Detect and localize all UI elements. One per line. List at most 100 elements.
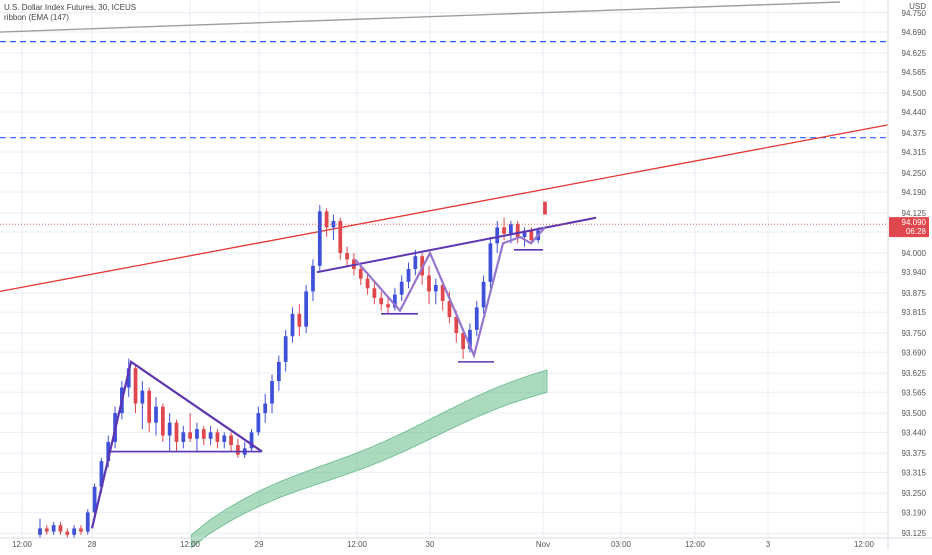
x-tick-label: 12:00 [180, 540, 201, 549]
candle-body [338, 220, 343, 253]
x-tick-label: 29 [255, 540, 264, 549]
x-tick-label: 12:00 [12, 540, 33, 549]
candle-body [522, 230, 527, 237]
candle-body [154, 406, 158, 423]
candle-body [481, 281, 486, 308]
candle-body [276, 361, 281, 382]
x-tick-label: 12:00 [685, 540, 706, 549]
trend-lines[interactable] [0, 1, 889, 293]
grid-lines [0, 0, 888, 538]
candle-body [427, 275, 431, 292]
candle-body [324, 211, 329, 228]
candle-body [44, 528, 49, 532]
candle-body [461, 333, 465, 350]
candle-body [311, 265, 315, 292]
candle-body [392, 294, 397, 308]
candle-body [99, 461, 104, 487]
candle-body [201, 429, 206, 439]
y-tick-label: 94.750 [902, 9, 927, 18]
last-price-value: 94.090 [902, 218, 927, 227]
candle-body [174, 422, 179, 442]
y-tick-label: 93.440 [902, 428, 927, 437]
candle-body [529, 230, 534, 241]
y-tick-label: 93.500 [902, 409, 927, 418]
candle-body [283, 336, 288, 362]
candle-body [133, 368, 138, 404]
candle-body [304, 291, 309, 327]
candle-body [474, 307, 479, 330]
candle-body [256, 413, 261, 433]
candle-body [72, 528, 76, 535]
x-tick-label: Nov [536, 540, 550, 549]
candle-body [160, 406, 165, 436]
candle-body [488, 243, 493, 282]
gray-channel-line [0, 1, 841, 33]
y-tick-label: 94.125 [902, 209, 927, 218]
y-tick-label: 93.815 [902, 308, 927, 317]
candle-body [236, 445, 240, 455]
candle-body [215, 432, 220, 442]
y-tick-label: 94.440 [902, 108, 927, 117]
y-tick-label: 93.125 [902, 529, 927, 538]
candle-body [85, 512, 90, 532]
y-tick-label: 93.750 [902, 329, 927, 338]
pattern-drawings[interactable] [90, 216, 597, 529]
candle-body [502, 227, 506, 234]
candle-body [372, 288, 377, 298]
horizontal-levels[interactable] [0, 41, 888, 139]
candle-body [440, 285, 445, 302]
candle-body [365, 278, 370, 289]
candle-body [399, 281, 404, 295]
y-tick-label: 93.940 [902, 268, 927, 277]
candle-body [468, 329, 472, 350]
candle-body [413, 256, 418, 269]
candle-body [147, 390, 152, 423]
candle-body [167, 422, 172, 436]
y-tick-label: 93.190 [902, 508, 927, 517]
candle-body [543, 201, 547, 215]
candle-body [249, 432, 254, 449]
y-tick-label: 93.875 [902, 289, 927, 298]
pattern-zigzag [354, 226, 546, 359]
candle-body [208, 432, 213, 439]
y-tick-label: 94.565 [902, 68, 927, 77]
y-tick-label: 94.500 [902, 89, 927, 98]
y-tick-label: 93.625 [902, 369, 927, 378]
candle-body [509, 224, 513, 234]
candle-body [181, 432, 186, 442]
x-tick-label: 12:00 [347, 540, 368, 549]
candle-body [188, 432, 193, 439]
candle-body [495, 227, 500, 244]
y-tick-label: 93.315 [902, 468, 927, 477]
y-tick-label: 94.690 [902, 28, 927, 37]
candle-body [290, 313, 295, 337]
candle-body [58, 525, 63, 532]
x-tick-label: 28 [88, 540, 97, 549]
ema-ribbon [191, 369, 548, 549]
candle-body [222, 435, 227, 442]
candle-body [433, 285, 438, 292]
candle-body [270, 381, 274, 404]
bar-countdown: 06:28 [906, 227, 927, 236]
candle-body [92, 486, 97, 513]
chart-legend: U.S. Dollar Index Futures, 30, ICEUS rib… [4, 3, 136, 23]
candle-body [447, 301, 452, 318]
x-tick-label: 30 [426, 540, 435, 549]
candlestick-series [38, 201, 547, 538]
triangle-upper-leg [90, 360, 263, 529]
candle-body [317, 211, 322, 266]
candle-body [454, 317, 459, 334]
candle-body [79, 528, 83, 532]
candle-body [345, 252, 349, 260]
currency-label: USD [909, 2, 926, 11]
y-tick-label: 94.315 [902, 148, 927, 157]
candle-body [386, 304, 390, 308]
candle-body [515, 224, 520, 237]
last-price-tag-bg [889, 217, 929, 238]
candle-body [263, 403, 268, 414]
neckline [316, 216, 597, 274]
